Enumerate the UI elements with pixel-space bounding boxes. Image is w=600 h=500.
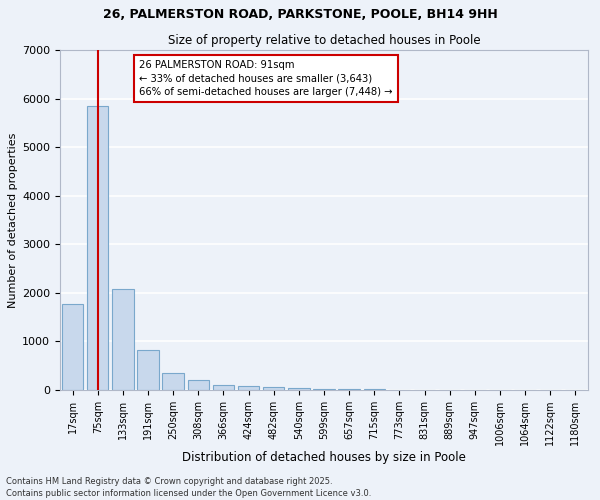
Bar	[137, 350, 158, 390]
Text: 26 PALMERSTON ROAD: 91sqm
← 33% of detached houses are smaller (3,643)
66% of se: 26 PALMERSTON ROAD: 91sqm ← 33% of detac…	[139, 60, 392, 96]
Bar	[112, 289, 134, 390]
Text: Contains HM Land Registry data © Crown copyright and database right 2025.
Contai: Contains HM Land Registry data © Crown c…	[6, 476, 371, 498]
Bar	[238, 386, 259, 390]
Bar	[163, 372, 184, 390]
Bar	[313, 389, 335, 390]
Bar	[213, 384, 234, 390]
Title: Size of property relative to detached houses in Poole: Size of property relative to detached ho…	[167, 34, 481, 48]
Bar	[62, 304, 83, 390]
Bar	[188, 380, 209, 390]
Bar	[87, 106, 109, 390]
Bar	[288, 388, 310, 390]
X-axis label: Distribution of detached houses by size in Poole: Distribution of detached houses by size …	[182, 451, 466, 464]
Bar	[338, 389, 360, 390]
Bar	[263, 387, 284, 390]
Y-axis label: Number of detached properties: Number of detached properties	[8, 132, 18, 308]
Text: 26, PALMERSTON ROAD, PARKSTONE, POOLE, BH14 9HH: 26, PALMERSTON ROAD, PARKSTONE, POOLE, B…	[103, 8, 497, 20]
